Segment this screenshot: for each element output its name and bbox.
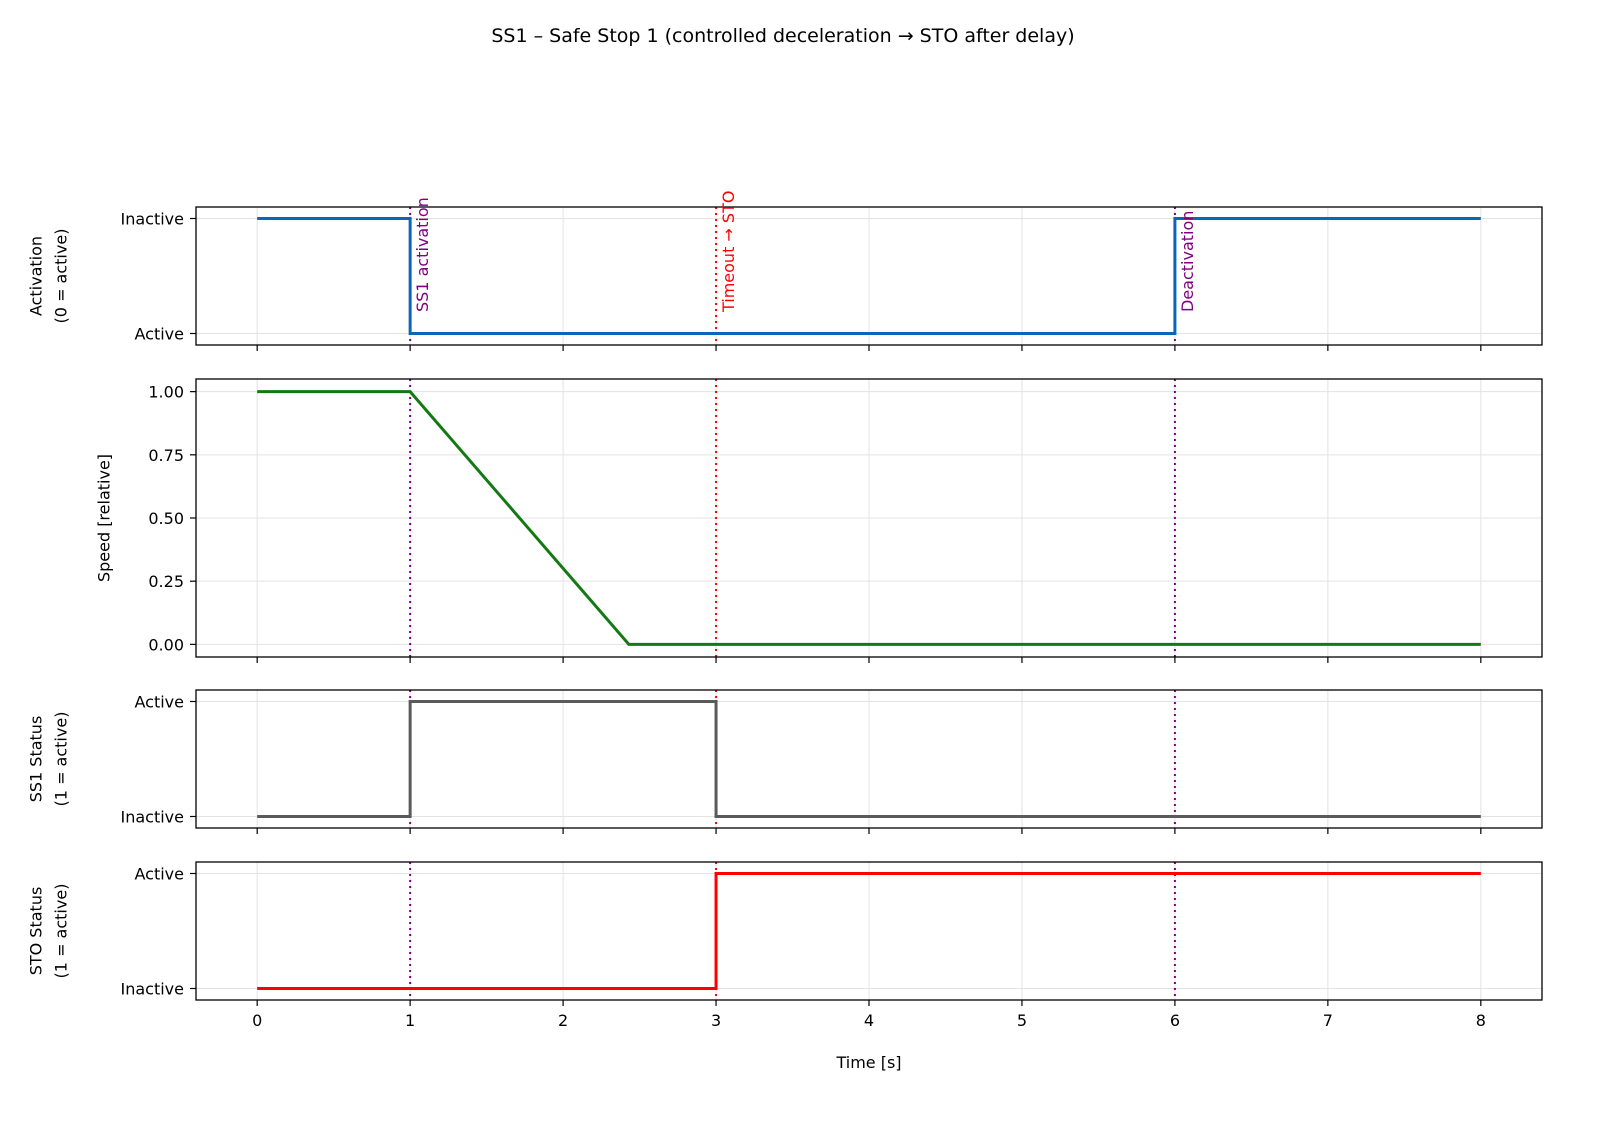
y-tick-label: 0.50 [148,509,184,528]
chart-title: SS1 – Safe Stop 1 (controlled decelerati… [491,25,1074,47]
y-tick-label: 0.00 [148,635,184,654]
x-tick-label: 3 [711,1011,721,1030]
y-axis-label: (1 = active) [52,884,71,979]
series-line [257,217,1481,335]
x-tick-label: 0 [252,1011,262,1030]
y-tick-label: 0.25 [148,572,184,591]
y-axis-label: SS1 Status [27,716,46,803]
panel-1: Active Inactive Activation (0 = active) SS1 … [27,191,1543,351]
x-tick-label: 8 [1476,1011,1486,1030]
event-label: Deactivation [1178,211,1197,312]
x-axis-label: Time [s] [835,1053,901,1072]
y-axis-label: Activation [27,236,46,316]
x-tick-label: 6 [1170,1011,1180,1030]
x-tick-label: 5 [1017,1011,1027,1030]
panel-4: Inactive Active 0 1 2 3 4 5 6 7 8 STO Status (1 = ac… [27,861,1543,1030]
series-line [257,872,1481,990]
y-tick-label: Inactive [121,808,185,827]
panel-2: 0.00 0.25 0.50 0.75 1.00 Speed [relative] [95,378,1543,663]
series-line [257,700,1481,818]
panel-3: Inactive Active SS1 Status (1 = active) [27,689,1543,834]
y-tick-label: Inactive [121,980,185,999]
y-axis-label: Speed [relative] [95,454,114,582]
y-tick-label: 1.00 [148,383,184,402]
event-label: SS1 activation [413,197,432,312]
x-tick-label: 7 [1323,1011,1333,1030]
y-tick-label: Active [135,693,185,712]
y-tick-label: Active [135,325,185,344]
y-axis-label: (1 = active) [52,712,71,807]
panels: Active Inactive Activation (0 = active) SS1 … [27,191,1543,1030]
x-tick-label: 4 [864,1011,874,1030]
y-tick-label: Inactive [121,210,185,229]
event-label: Timeout → STO [719,191,738,313]
x-tick-label: 1 [405,1011,415,1030]
y-tick-label: Active [135,865,185,884]
y-tick-label: 0.75 [148,446,184,465]
y-axis-label: (0 = active) [52,229,71,324]
x-tick-label: 2 [558,1011,568,1030]
series-line [257,390,1481,646]
y-axis-label: STO Status [27,887,46,976]
